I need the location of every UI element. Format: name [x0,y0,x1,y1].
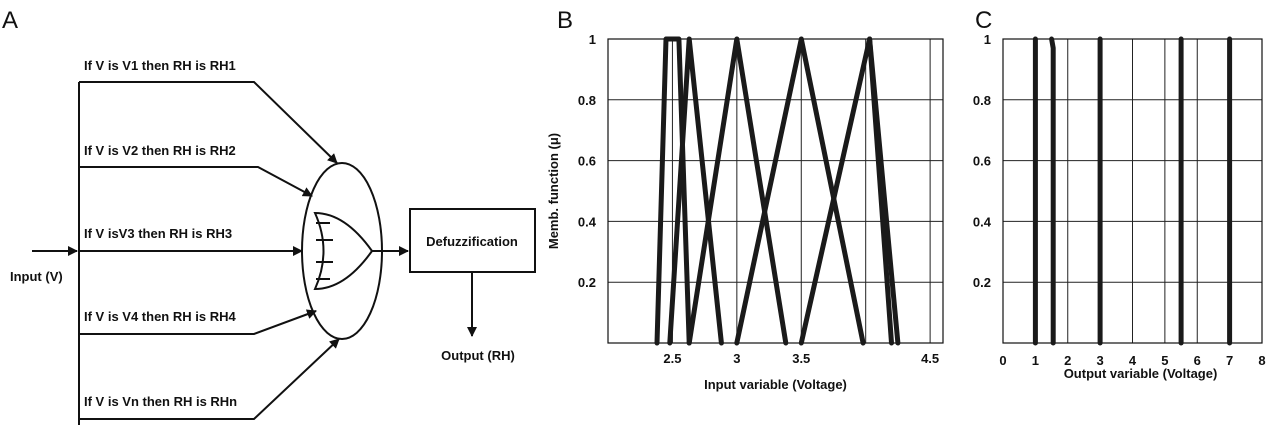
x-axis-title: Output variable (Voltage) [1064,366,1218,381]
y-tick-label: 1 [589,32,596,47]
or-gate-icon [315,213,372,289]
y-tick-label: 0.8 [973,93,991,108]
x-tick-label: 7 [1226,353,1233,368]
y-tick-label: 0.2 [578,275,596,290]
panel-letter-b: B [557,7,573,34]
y-tick-label: 0.6 [578,154,596,169]
y-tick-label: 0.4 [973,214,992,229]
input-label: Input (V) [10,269,63,284]
panel-letter-c: C [975,7,992,34]
y-tick-label: 0.4 [578,214,597,229]
series-line-6 [870,39,898,343]
x-tick-label: 8 [1258,353,1265,368]
series-line-2 [1052,39,1054,343]
output-label: Output (RH) [441,348,515,363]
series-line-4 [737,39,863,343]
rule-label-3: If V isV3 then RH is RH3 [84,226,232,241]
y-tick-label: 0.6 [973,154,991,169]
x-tick-label: 0 [999,353,1006,368]
panel-letter-a: A [2,7,18,34]
x-tick-label: 4.5 [921,351,939,366]
y-tick-label: 0.8 [578,93,596,108]
x-tick-label: 2.5 [663,351,681,366]
x-axis-title: Input variable (Voltage) [704,377,847,392]
x-tick-label: 3 [733,351,740,366]
rule-label-2: If V is V2 then RH is RH2 [84,143,236,158]
y-tick-label: 0.2 [973,275,991,290]
defuzzification-label: Defuzzification [426,234,518,249]
panel-a-diagram: A If V is V1 then RH is RH1 If V is V2 t… [2,7,535,425]
x-tick-label: 3.5 [792,351,810,366]
rule-connector-2 [79,167,312,196]
series-line-5 [801,39,891,343]
x-tick-label: 1 [1032,353,1039,368]
chart-b: 0.2 0.4 0.6 0.8 1 2.5 3 3.5 4.5 Input variable (V… [546,32,943,392]
y-tick-label: 1 [984,32,991,47]
y-axis-title: Memb. function (μ) [546,133,561,249]
rule-label-4: If V is V4 then RH is RH4 [84,309,236,324]
rule-label-1: If V is V1 then RH is RH1 [84,58,236,73]
rule-label-5: If V is Vn then RH is RHn [84,394,237,409]
